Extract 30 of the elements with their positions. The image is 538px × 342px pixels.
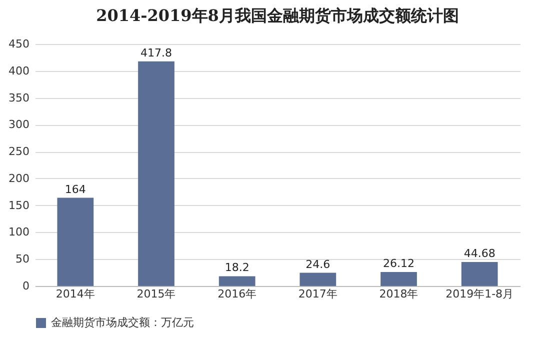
data-label: 417.8 xyxy=(140,46,172,60)
legend-label: 金融期货市场成交额：万亿元 xyxy=(51,316,194,329)
y-tick-label: 100 xyxy=(8,226,30,239)
y-tick-label: 300 xyxy=(8,118,30,132)
bar xyxy=(300,272,336,286)
x-tick-label: 2017年 xyxy=(298,288,338,300)
y-tick-label: 50 xyxy=(16,252,30,266)
y-tick-label: 250 xyxy=(8,145,30,158)
data-label: 44.68 xyxy=(464,246,496,260)
bar xyxy=(380,272,417,286)
x-tick-label: 2018年 xyxy=(379,288,418,300)
y-tick-label: 450 xyxy=(8,38,30,50)
x-tick-label: 2015年 xyxy=(136,288,176,300)
data-label: 24.6 xyxy=(306,258,330,271)
y-tick-label: 0 xyxy=(22,280,30,292)
data-label: 164 xyxy=(64,182,86,196)
y-tick-label: 150 xyxy=(8,198,30,212)
bar xyxy=(461,262,498,286)
data-label: 26.12 xyxy=(383,256,414,270)
x-tick-label: 2014年 xyxy=(56,288,95,300)
x-tick-label: 2016年 xyxy=(218,288,257,300)
bar xyxy=(218,276,256,286)
y-tick-label: 400 xyxy=(8,64,30,78)
bar xyxy=(57,198,94,286)
data-label: 18.2 xyxy=(224,261,250,274)
bar xyxy=(138,61,174,286)
chart-title: 2014-2019年8月我国金融期货市场成交额统计图 xyxy=(96,6,459,25)
x-tick-label: 2019年1-8月 xyxy=(446,288,514,300)
y-tick-label: 350 xyxy=(8,91,30,104)
y-tick-label: 200 xyxy=(8,172,30,185)
